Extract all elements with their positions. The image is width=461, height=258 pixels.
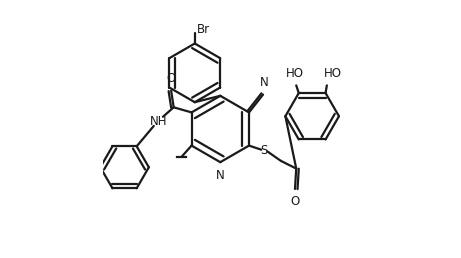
- Text: S: S: [260, 144, 268, 157]
- Text: NH: NH: [150, 115, 167, 128]
- Text: N: N: [260, 76, 269, 90]
- Text: Br: Br: [197, 23, 210, 36]
- Text: N: N: [215, 169, 224, 182]
- Text: HO: HO: [286, 67, 304, 80]
- Text: O: O: [290, 195, 300, 208]
- Text: HO: HO: [324, 67, 342, 80]
- Text: O: O: [166, 72, 176, 85]
